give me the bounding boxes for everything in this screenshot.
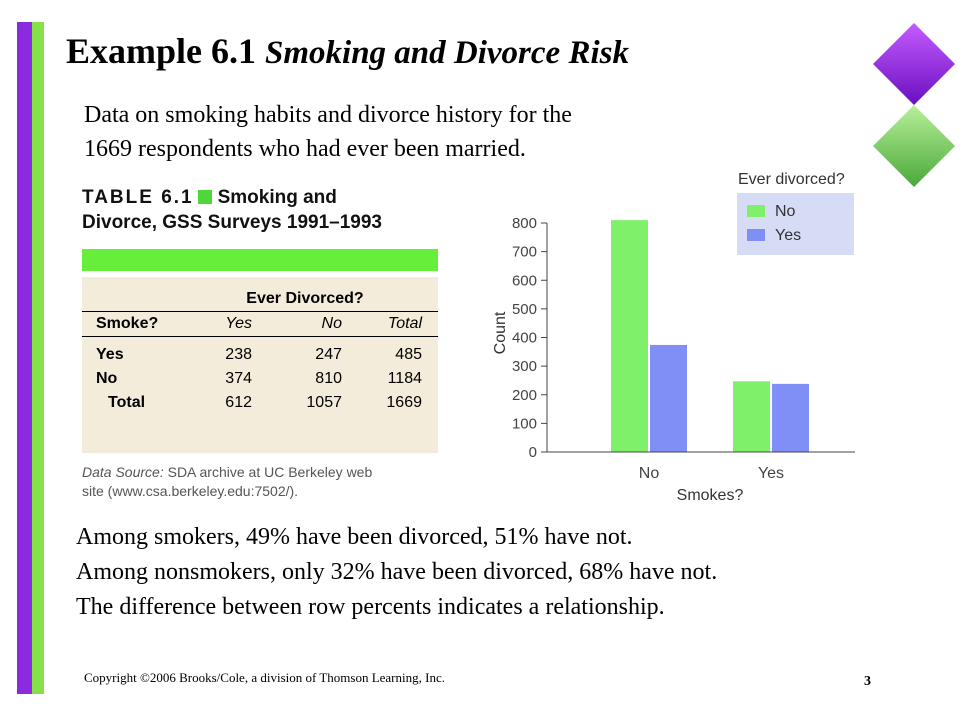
y-tick-label: 300 <box>512 358 537 375</box>
source-label: Data Source: <box>82 464 164 480</box>
bar-chart: 0 100 200 300 400 500 600 700 800 No Yes Count Sm… <box>492 171 855 504</box>
table-cell: 1669 <box>386 394 422 411</box>
y-tick-label: 500 <box>512 301 537 318</box>
legend-label-no: No <box>775 203 796 220</box>
table-header-cell: No <box>321 315 342 332</box>
body-text: Among smokers, 49% have been divorced, 5… <box>76 520 717 625</box>
y-tick-label: 200 <box>512 387 537 404</box>
table-green-band <box>82 249 438 271</box>
y-axis: 0 100 200 300 400 500 600 700 800 <box>512 215 548 461</box>
body-line-3: The difference between row percents indi… <box>76 594 665 620</box>
table-source: Data Source: SDA archive at UC Berkeley … <box>82 463 438 501</box>
intro-line-2: 1669 respondents who had ever been marri… <box>84 136 526 162</box>
table-divider <box>82 311 438 312</box>
x-axis: No Yes <box>547 451 855 482</box>
table-group-header: Ever Divorced? <box>246 290 364 307</box>
table-row: Total 612 1057 1669 <box>82 391 438 415</box>
table-row: No 374 810 1184 <box>82 367 438 391</box>
legend-swatch-no <box>747 205 765 217</box>
table-divider <box>82 336 438 337</box>
legend-swatch-yes <box>747 229 765 241</box>
x-tick-label: No <box>639 465 660 482</box>
purple-diamond-icon <box>872 22 956 106</box>
table-cell: 247 <box>315 346 342 363</box>
table-cell: 374 <box>225 370 252 387</box>
x-tick-label: Yes <box>758 465 784 482</box>
y-tick-label: 700 <box>512 244 537 261</box>
source-text-2: site (www.csa.berkeley.edu:7502/). <box>82 483 299 499</box>
bar-no-no <box>611 220 648 452</box>
table-row: Yes 238 247 485 <box>82 343 438 367</box>
table-cell: 810 <box>315 370 342 387</box>
bar-yes-no <box>733 381 770 452</box>
accent-bar-green <box>32 22 44 694</box>
table-title: TABLE 6.1 Smoking and Divorce, GSS Survey… <box>82 185 438 235</box>
legend: Ever divorced? No Yes <box>737 171 854 255</box>
bars <box>611 220 809 452</box>
table-label: TABLE 6.1 <box>82 187 194 208</box>
table-cell: 1184 <box>387 370 422 387</box>
green-square-icon <box>197 190 212 204</box>
green-diamond-icon <box>872 104 956 188</box>
table-header-cell: Total <box>387 315 422 332</box>
table-header-cell: Yes <box>225 315 252 332</box>
intro-text: Data on smoking habits and divorce histo… <box>84 98 744 166</box>
intro-line-1: Data on smoking habits and divorce histo… <box>84 102 572 128</box>
table-cell: 485 <box>395 346 422 363</box>
table-cell: 1057 <box>306 394 342 411</box>
body-line-1: Among smokers, 49% have been divorced, 5… <box>76 524 633 550</box>
y-tick-label: 400 <box>512 330 537 347</box>
copyright-footer: Copyright ©2006 Brooks/Cole, a division … <box>84 670 445 685</box>
legend-box <box>737 193 854 255</box>
table-body: Ever Divorced? Smoke? Yes No Total Yes 2… <box>82 277 438 453</box>
table-6-1: TABLE 6.1 Smoking and Divorce, GSS Survey… <box>82 185 438 501</box>
table-cell: No <box>96 370 118 387</box>
table-column-headers: Smoke? Yes No Total <box>82 312 438 336</box>
table-cell: Yes <box>96 346 124 363</box>
source-text-1: SDA archive at UC Berkeley web <box>167 464 373 480</box>
table-cell: 612 <box>225 394 252 411</box>
y-axis-label: Count <box>492 311 509 354</box>
table-title-part1: Smoking and <box>217 187 337 208</box>
bar-no-yes <box>650 344 687 452</box>
body-line-2: Among nonsmokers, only 32% have been div… <box>76 559 718 585</box>
y-tick-label: 600 <box>512 272 537 289</box>
bar-yes-yes <box>772 383 809 452</box>
title-sub: Smoking and Divorce Risk <box>265 35 629 71</box>
table-header-cell: Smoke? <box>96 315 159 332</box>
page-number: 3 <box>864 674 871 689</box>
y-tick-label: 0 <box>529 444 537 461</box>
y-tick-label: 100 <box>512 415 537 432</box>
legend-title: Ever divorced? <box>738 171 845 188</box>
title-main: Example 6.1 <box>66 31 257 71</box>
accent-bar-purple <box>17 22 32 694</box>
table-cell: 238 <box>225 346 252 363</box>
x-axis-label: Smokes? <box>677 487 744 504</box>
legend-label-yes: Yes <box>775 227 801 244</box>
y-tick-label: 800 <box>512 215 537 232</box>
table-title-part2: Divorce, GSS Surveys 1991–1993 <box>82 212 382 233</box>
slide-title: Example 6.1 Smoking and Divorce Risk <box>66 30 629 72</box>
table-cell: Total <box>108 394 146 411</box>
